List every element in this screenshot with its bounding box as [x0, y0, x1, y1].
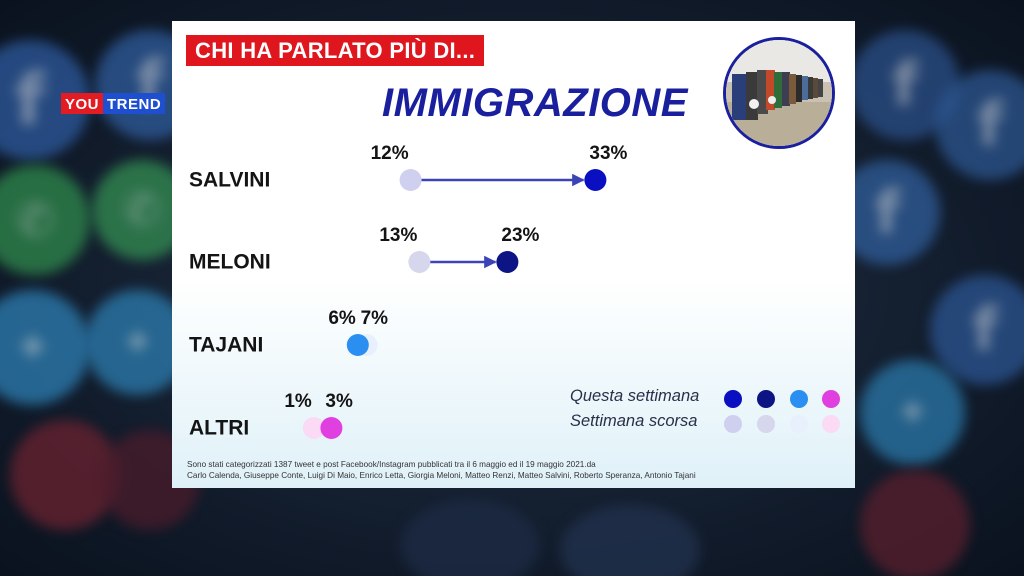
facebook-icon: f — [935, 70, 1024, 180]
value-label-this-week-meloni: 23% — [501, 225, 539, 246]
dot-last-week-altri — [302, 417, 325, 439]
dot-this-week-altri — [320, 417, 343, 439]
dot-this-week-meloni — [496, 251, 519, 273]
dumbbell-chart: SALVINI 12% 33% MELONI 13% 23% TAJANI 6% 7% ALTRI… — [189, 143, 628, 440]
twitter-icon: ✦ — [0, 290, 90, 405]
legend-label-this-week: Questa settimana — [570, 387, 700, 405]
twitter-icon: ✦ — [860, 360, 965, 465]
logo-you: YOU — [61, 93, 104, 114]
facebook-icon: f — [930, 275, 1024, 385]
legend-row-this-week: Questa settimana — [570, 387, 842, 412]
footnote: Sono stati categorizzati 1387 tweet e po… — [187, 459, 696, 481]
legend-swatch-last-week-1 — [724, 415, 742, 433]
chart-topic: IMMIGRAZIONE — [382, 81, 688, 125]
dot-this-week-salvini — [584, 169, 607, 191]
legend: Questa settimana Settimana scorsa — [570, 387, 842, 437]
value-label-this-week-tajani: 6% — [328, 308, 356, 329]
legend-swatch-last-week-2 — [757, 415, 775, 433]
logo-trend: TREND — [103, 93, 166, 114]
footnote-line-1: Sono stati categorizzati 1387 tweet e po… — [187, 460, 596, 469]
app-icon — [860, 470, 970, 576]
row-label-altri: ALTRI — [189, 417, 249, 440]
row-label-salvini: SALVINI — [189, 169, 270, 192]
dot-this-week-tajani — [346, 334, 369, 356]
footnote-line-2: Carlo Calenda, Giuseppe Conte, Luigi Di … — [187, 471, 696, 480]
value-label-last-week-meloni: 13% — [379, 225, 417, 246]
legend-swatch-this-week-4 — [822, 390, 840, 408]
value-label-this-week-altri: 3% — [325, 391, 353, 412]
legend-swatch-last-week-3 — [790, 415, 808, 433]
row-label-tajani: TAJANI — [189, 334, 263, 357]
value-label-last-week-altri: 1% — [284, 391, 312, 412]
migrants-photo — [723, 37, 835, 149]
value-label-last-week-salvini: 12% — [371, 143, 409, 164]
dot-last-week-meloni — [408, 251, 431, 273]
chart-kicker: CHI HA PARLATO PIÙ DI... — [186, 35, 485, 66]
value-label-this-week-salvini: 33% — [589, 143, 627, 164]
youtrend-logo: YOU TREND — [61, 93, 166, 114]
legend-swatch-last-week-4 — [822, 415, 840, 433]
legend-swatch-this-week-2 — [757, 390, 775, 408]
legend-swatch-this-week-3 — [790, 390, 808, 408]
legend-row-last-week: Settimana scorsa — [570, 412, 842, 437]
whatsapp-icon: ✆ — [0, 165, 90, 275]
dot-last-week-salvini — [399, 169, 422, 191]
app-icon — [560, 505, 700, 576]
value-label-last-week-tajani: 7% — [361, 308, 389, 329]
legend-label-last-week: Settimana scorsa — [570, 412, 698, 430]
legend-swatch-this-week-1 — [724, 390, 742, 408]
chart-card: SALVINI 12% 33% MELONI 13% 23% TAJANI 6% 7% ALTRI… — [172, 21, 855, 488]
app-icon — [400, 500, 540, 576]
row-label-meloni: MELONI — [189, 251, 271, 274]
